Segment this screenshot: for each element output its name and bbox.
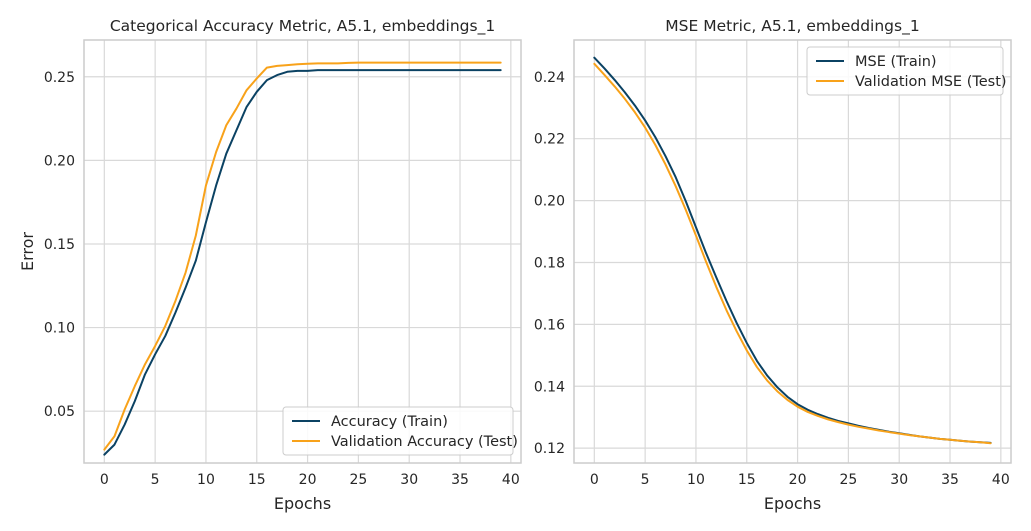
mse-legend-label: MSE (Train): [855, 54, 937, 70]
accuracy-y-tick-label: 0.25: [44, 70, 75, 86]
accuracy-y-axis-label: Error: [18, 232, 37, 271]
mse-x-tick-label: 15: [738, 472, 756, 488]
accuracy-legend-label: Accuracy (Train): [331, 414, 448, 430]
accuracy-series-test-line: [103, 61, 502, 451]
mse-series-test-line: [593, 62, 992, 445]
accuracy-legend: Accuracy (Train) Validation Accuracy (Tes…: [282, 406, 518, 456]
accuracy-lines: [103, 61, 502, 456]
mse-legend-box: [806, 46, 1004, 96]
mse-x-tick-label: 25: [839, 472, 857, 488]
accuracy-chart-title: Categorical Accuracy Metric, A5.1, embed…: [110, 17, 495, 36]
accuracy-x-tick-label: 5: [151, 472, 160, 488]
accuracy-x-tick-label: 25: [349, 472, 367, 488]
mse-y-tick-label: 0.14: [534, 379, 565, 395]
mse-y-tick-label: 0.20: [534, 194, 565, 210]
mse-x-tick-label: 35: [941, 472, 959, 488]
accuracy-x-tick-label: 10: [197, 472, 215, 488]
accuracy-plot-frame: [83, 39, 522, 464]
accuracy-x-tick-label: 15: [248, 472, 266, 488]
accuracy-x-tick-label: 0: [100, 472, 109, 488]
accuracy-x-tick-label: 40: [502, 472, 520, 488]
mse-x-tick-label: 0: [590, 472, 599, 488]
accuracy-x-tick-label: 30: [400, 472, 418, 488]
mse-chart: 0 5 10 15 20 25 30 35 40 0.12 0.14 0.16 0.18 0.20 0.22…: [534, 17, 1012, 513]
mse-chart-title: MSE Metric, A5.1, embeddings_1: [665, 17, 919, 36]
mse-x-tick-label: 20: [789, 472, 807, 488]
mse-x-tick-label: 5: [641, 472, 650, 488]
accuracy-legend-label: Validation Accuracy (Test): [331, 434, 518, 450]
mse-y-tick-label: 0.18: [534, 255, 565, 271]
accuracy-y-tick-label: 0.20: [44, 153, 75, 169]
accuracy-tick-labels: 0 5 10 15 20 25 30 35 40 0.05 0.10 0.15 0.20 0.25: [44, 70, 520, 488]
accuracy-series-train-line: [103, 69, 502, 456]
accuracy-y-tick-label: 0.15: [44, 237, 75, 253]
mse-x-axis-label: Epochs: [764, 494, 821, 513]
mse-x-tick-label: 30: [890, 472, 908, 488]
accuracy-chart: 0 5 10 15 20 25 30 35 40 0.05 0.10 0.15 0.20 0.25 Cat…: [18, 17, 522, 513]
mse-x-tick-label: 10: [687, 472, 705, 488]
mse-y-tick-label: 0.16: [534, 317, 565, 333]
accuracy-x-tick-label: 20: [299, 472, 317, 488]
mse-y-tick-label: 0.22: [534, 132, 565, 148]
accuracy-y-tick-label: 0.05: [44, 404, 75, 420]
mse-lines: [593, 56, 992, 445]
mse-plot-frame: [573, 39, 1012, 464]
accuracy-y-tick-label: 0.10: [44, 321, 75, 337]
mse-x-tick-label: 40: [992, 472, 1010, 488]
accuracy-x-axis-label: Epochs: [274, 494, 331, 513]
accuracy-x-tick-label: 35: [451, 472, 469, 488]
mse-y-tick-label: 0.12: [534, 441, 565, 457]
accuracy-legend-box: [282, 406, 514, 456]
mse-y-tick-label: 0.24: [534, 70, 565, 86]
mse-tick-labels: 0 5 10 15 20 25 30 35 40 0.12 0.14 0.16 0.18 0.20 0.22…: [534, 70, 1010, 488]
mse-legend-label: Validation MSE (Test): [855, 74, 1007, 90]
mse-legend: MSE (Train) Validation MSE (Test): [806, 46, 1007, 96]
